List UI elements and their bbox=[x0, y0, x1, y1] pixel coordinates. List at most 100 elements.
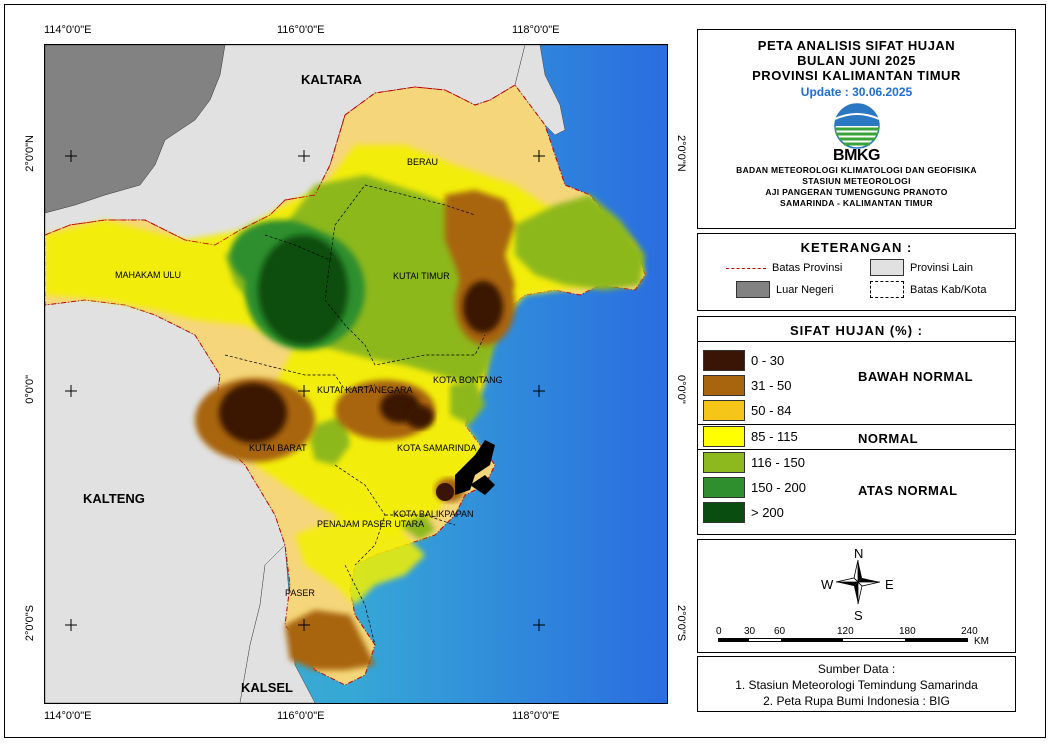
scale-tick-60: 60 bbox=[774, 626, 786, 637]
coord-right-2: 0°0'0" bbox=[675, 375, 687, 404]
scale-tick-30: 30 bbox=[744, 626, 756, 637]
legend-panel: KETERANGAN : Batas Provinsi Provinsi Lai… bbox=[697, 233, 1016, 311]
bmkg-logo-icon bbox=[833, 103, 880, 149]
class-label-4: 116 - 150 bbox=[751, 455, 805, 470]
regency-boundaries bbox=[224, 184, 486, 646]
class-swatch-0 bbox=[703, 350, 745, 371]
class-swatch-6 bbox=[703, 502, 745, 523]
foreign-country bbox=[45, 45, 226, 214]
org-line-4: SAMARINDA - KALIMANTAN TIMUR bbox=[780, 198, 933, 208]
class-row-5: 150 - 200 bbox=[703, 476, 806, 499]
rain-class-panel: SIFAT HUJAN (%) : 0 - 30 31 - 50 50 - 84… bbox=[697, 316, 1016, 535]
class-label-5: 150 - 200 bbox=[751, 480, 806, 495]
compass-w: W bbox=[821, 577, 834, 592]
class-row-0: 0 - 30 bbox=[703, 349, 784, 372]
legend-luar-negeri-label: Luar Negeri bbox=[776, 283, 834, 296]
label-kutai-barat: KUTAI BARAT bbox=[249, 443, 307, 453]
zone-116-150-bontang bbox=[450, 380, 485, 425]
coord-left-3: 2°0'0"S bbox=[24, 605, 36, 642]
province-line-icon bbox=[726, 267, 766, 269]
mahakam-delta bbox=[455, 440, 495, 495]
legend-batas-kab-label: Batas Kab/Kota bbox=[910, 283, 987, 296]
label-mahakam-ulu: MAHAKAM ULU bbox=[115, 270, 182, 280]
label-penajam-paser-utara: PENAJAM PASER UTARA bbox=[317, 519, 425, 529]
coord-bottom-2: 116°0'0"E bbox=[277, 710, 325, 722]
class-swatch-3 bbox=[703, 426, 745, 447]
source-line-1: 1. Stasiun Meteorologi Temindung Samarin… bbox=[735, 678, 978, 692]
zone-0-30-center-b bbox=[406, 405, 434, 429]
scale-tick-120: 120 bbox=[837, 626, 854, 637]
zone-normal-yellow-south bbox=[295, 515, 425, 605]
map-canvas[interactable]: KALTARA KALTENG KALSEL BERAU MAHAKAM ULU… bbox=[44, 44, 668, 704]
legend-luar-negeri: Luar Negeri bbox=[736, 281, 833, 298]
map-svg bbox=[45, 45, 667, 703]
zone-above-200 bbox=[258, 235, 348, 345]
zone-0-30-samarinda bbox=[436, 483, 454, 501]
org-line-2: STASIUN METEOROLOGI bbox=[802, 176, 911, 186]
coord-top-1: 114°0'0"E bbox=[44, 24, 92, 36]
org-line-3: AJI PANGERAN TUMENGGUNG PRANOTO bbox=[765, 187, 948, 197]
coord-bottom-1: 114°0'0"E bbox=[44, 710, 92, 722]
class-label-6: > 200 bbox=[751, 505, 784, 520]
title-line-1: PETA ANALISIS SIFAT HUJAN bbox=[757, 38, 956, 53]
bmkg-logo-text: BMKG bbox=[833, 147, 880, 164]
class-swatch-5 bbox=[703, 477, 745, 498]
class-label-3: 85 - 115 bbox=[751, 429, 798, 444]
label-kaltara: KALTARA bbox=[301, 72, 362, 87]
label-kalsel: KALSEL bbox=[241, 680, 293, 695]
scale-bar bbox=[718, 638, 968, 642]
province-boundary bbox=[45, 84, 516, 246]
legend-provinsi-lain-label: Provinsi Lain bbox=[910, 261, 973, 274]
luar-negeri-swatch bbox=[736, 281, 770, 298]
label-kota-balikpapan: KOTA BALIKPAPAN bbox=[393, 509, 474, 519]
coord-left-1: 2°0'0"N bbox=[24, 135, 36, 172]
scale-tick-0: 0 bbox=[716, 626, 722, 637]
category-normal: NORMAL bbox=[858, 431, 919, 446]
zone-116-150-center bbox=[310, 415, 350, 465]
class-row-2: 50 - 84 bbox=[703, 399, 791, 422]
update-date: Update : 30.06.2025 bbox=[800, 85, 913, 99]
class-label-2: 50 - 84 bbox=[751, 403, 792, 418]
zone-116-150-south bbox=[400, 515, 435, 540]
scale-unit: KM bbox=[974, 636, 989, 647]
category-below-normal: BAWAH NORMAL bbox=[858, 369, 974, 384]
class-row-4: 116 - 150 bbox=[703, 451, 805, 474]
class-row-1: 31 - 50 bbox=[703, 374, 791, 397]
compass-rose-icon bbox=[835, 559, 881, 605]
scale-tick-180: 180 bbox=[899, 626, 916, 637]
legend-batas-kab: Batas Kab/Kota bbox=[870, 281, 986, 298]
legend-batas-provinsi: Batas Provinsi bbox=[726, 262, 842, 274]
title-line-3: PROVINSI KALIMANTAN TIMUR bbox=[752, 68, 961, 83]
scale-tick-240: 240 bbox=[961, 626, 978, 637]
label-kota-bontang: KOTA BONTANG bbox=[433, 375, 503, 385]
legend-heading: KETERANGAN : bbox=[800, 240, 913, 255]
label-kutai-timur: KUTAI TIMUR bbox=[393, 271, 450, 281]
legend-provinsi-lain: Provinsi Lain bbox=[870, 259, 973, 276]
compass-scale-panel: N S W E 0 30 60 120 180 240 KM bbox=[697, 539, 1016, 653]
label-kota-samarinda: KOTA SAMARINDA bbox=[397, 443, 477, 453]
source-panel: Sumber Data : 1. Stasiun Meteorologi Tem… bbox=[697, 656, 1016, 712]
class-swatch-2 bbox=[703, 400, 745, 421]
zone-0-30-east bbox=[463, 281, 503, 333]
compass-n: N bbox=[854, 546, 864, 561]
zone-116-150-ne bbox=[515, 195, 645, 290]
map-frame bbox=[4, 4, 1046, 738]
batas-kab-swatch bbox=[870, 281, 904, 298]
label-berau: BERAU bbox=[407, 157, 439, 167]
class-row-3: 85 - 115 bbox=[703, 425, 798, 448]
label-paser: PASER bbox=[285, 588, 315, 598]
org-line-1: BADAN METEOROLOGI KLIMATOLOGI DAN GEOFIS… bbox=[736, 165, 977, 175]
title-panel: PETA ANALISIS SIFAT HUJAN BULAN JUNI 202… bbox=[697, 29, 1016, 229]
class-swatch-4 bbox=[703, 452, 745, 473]
class-label-0: 0 - 30 bbox=[751, 353, 785, 368]
coord-left-2: 0°0'0" bbox=[24, 375, 36, 404]
class-row-6: > 200 bbox=[703, 501, 784, 524]
label-kutai-kartanegara: KUTAI KARTANEGARA bbox=[317, 385, 413, 395]
label-kalteng: KALTENG bbox=[83, 491, 145, 506]
class-label-1: 31 - 50 bbox=[751, 378, 792, 393]
rain-class-heading: SIFAT HUJAN (%) : bbox=[789, 323, 924, 338]
coord-right-1: 2°0'0"N bbox=[675, 135, 687, 172]
coord-top-3: 118°0'0"E bbox=[512, 24, 560, 36]
coord-top-2: 116°0'0"E bbox=[277, 24, 325, 36]
title-line-2: BULAN JUNI 2025 bbox=[797, 53, 916, 68]
